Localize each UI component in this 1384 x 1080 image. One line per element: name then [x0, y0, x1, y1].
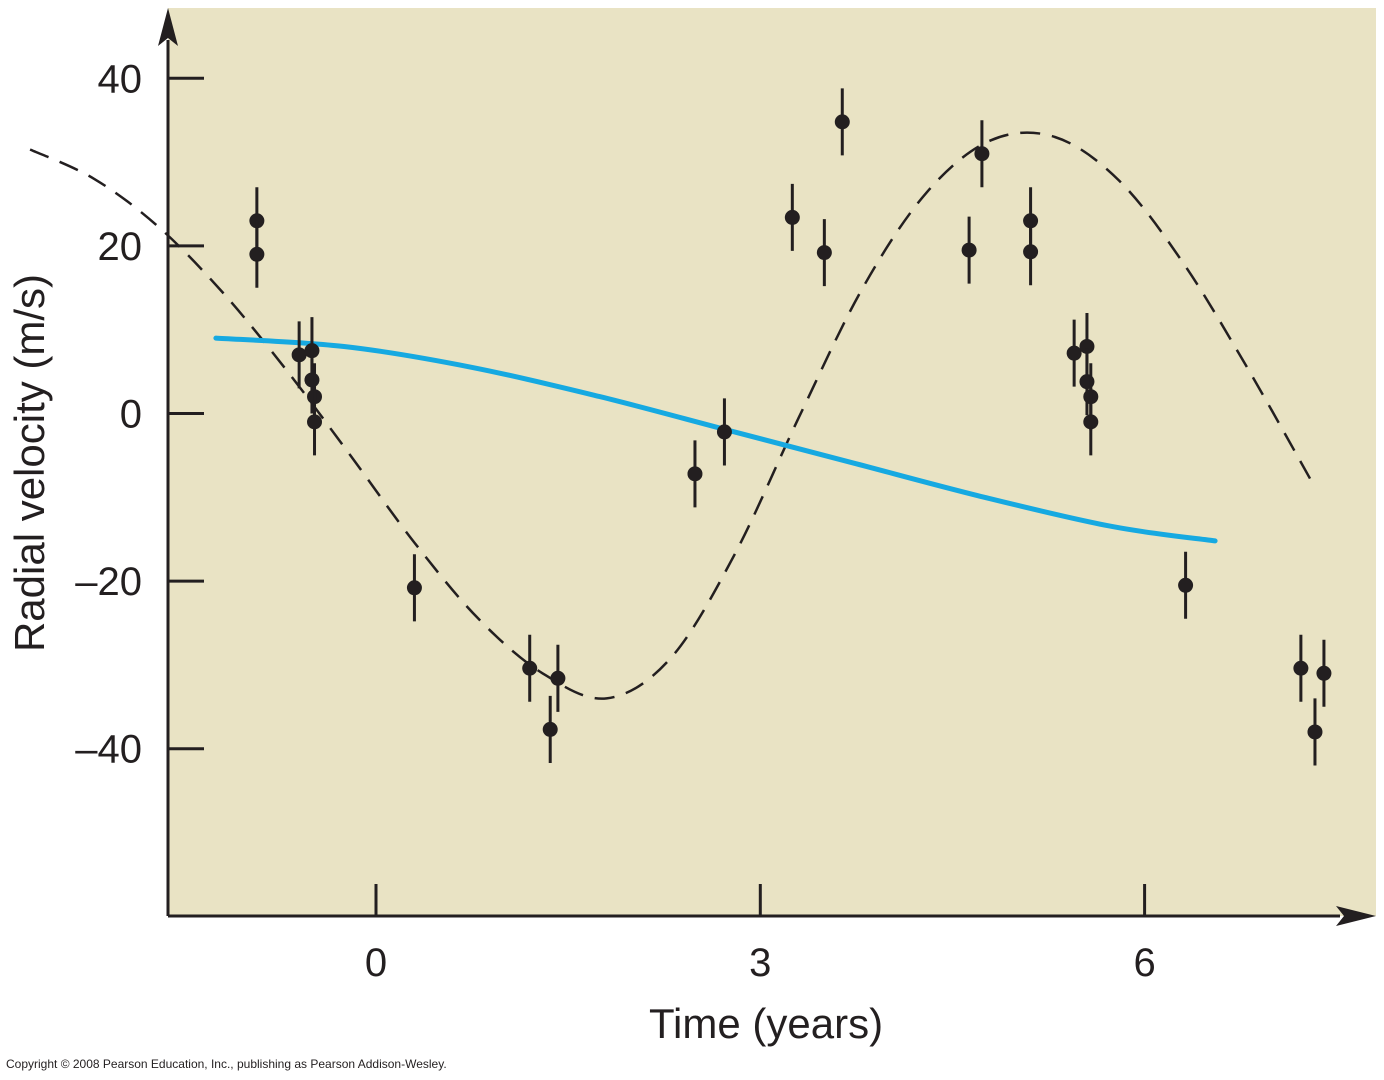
data-point	[834, 114, 850, 130]
data-point	[249, 246, 265, 262]
x-axis-title: Time (years)	[649, 1000, 883, 1047]
data-point	[304, 372, 320, 388]
y-tick-label: 20	[98, 225, 143, 269]
data-point	[974, 146, 990, 162]
y-tick-label: 0	[120, 393, 142, 437]
plot-background	[168, 8, 1376, 916]
y-tick-label: –40	[75, 728, 142, 772]
data-point	[687, 466, 703, 482]
data-point	[550, 670, 566, 686]
data-point	[291, 347, 307, 363]
data-point	[1066, 345, 1082, 361]
y-tick-label: –20	[75, 560, 142, 604]
data-point	[307, 414, 323, 430]
data-point	[784, 209, 800, 225]
data-point	[1023, 244, 1039, 260]
data-point	[716, 424, 732, 440]
y-axis-title: Radial velocity (m/s)	[6, 274, 53, 652]
x-axis-arrowhead	[1336, 906, 1376, 926]
copyright-notice: Copyright © 2008 Pearson Education, Inc.…	[6, 1057, 447, 1071]
data-point	[816, 245, 832, 261]
axes: 0 3 6 40 20 0 –20 –40	[75, 8, 1376, 985]
data-point	[1293, 660, 1309, 676]
data-point	[1079, 338, 1095, 354]
data-point	[542, 721, 558, 737]
data-point	[1307, 724, 1323, 740]
x-tick-label: 6	[1133, 941, 1155, 985]
x-tick-label: 3	[749, 941, 771, 985]
x-tick-label: 0	[365, 941, 387, 985]
y-axis-arrowhead	[158, 8, 178, 46]
data-point	[522, 660, 538, 676]
data-point	[1083, 414, 1099, 430]
data-point	[1178, 577, 1194, 593]
data-point	[1316, 665, 1332, 681]
data-point	[961, 242, 977, 258]
y-tick-label: 40	[98, 57, 143, 101]
data-point	[406, 580, 422, 596]
data-points	[249, 88, 1332, 766]
